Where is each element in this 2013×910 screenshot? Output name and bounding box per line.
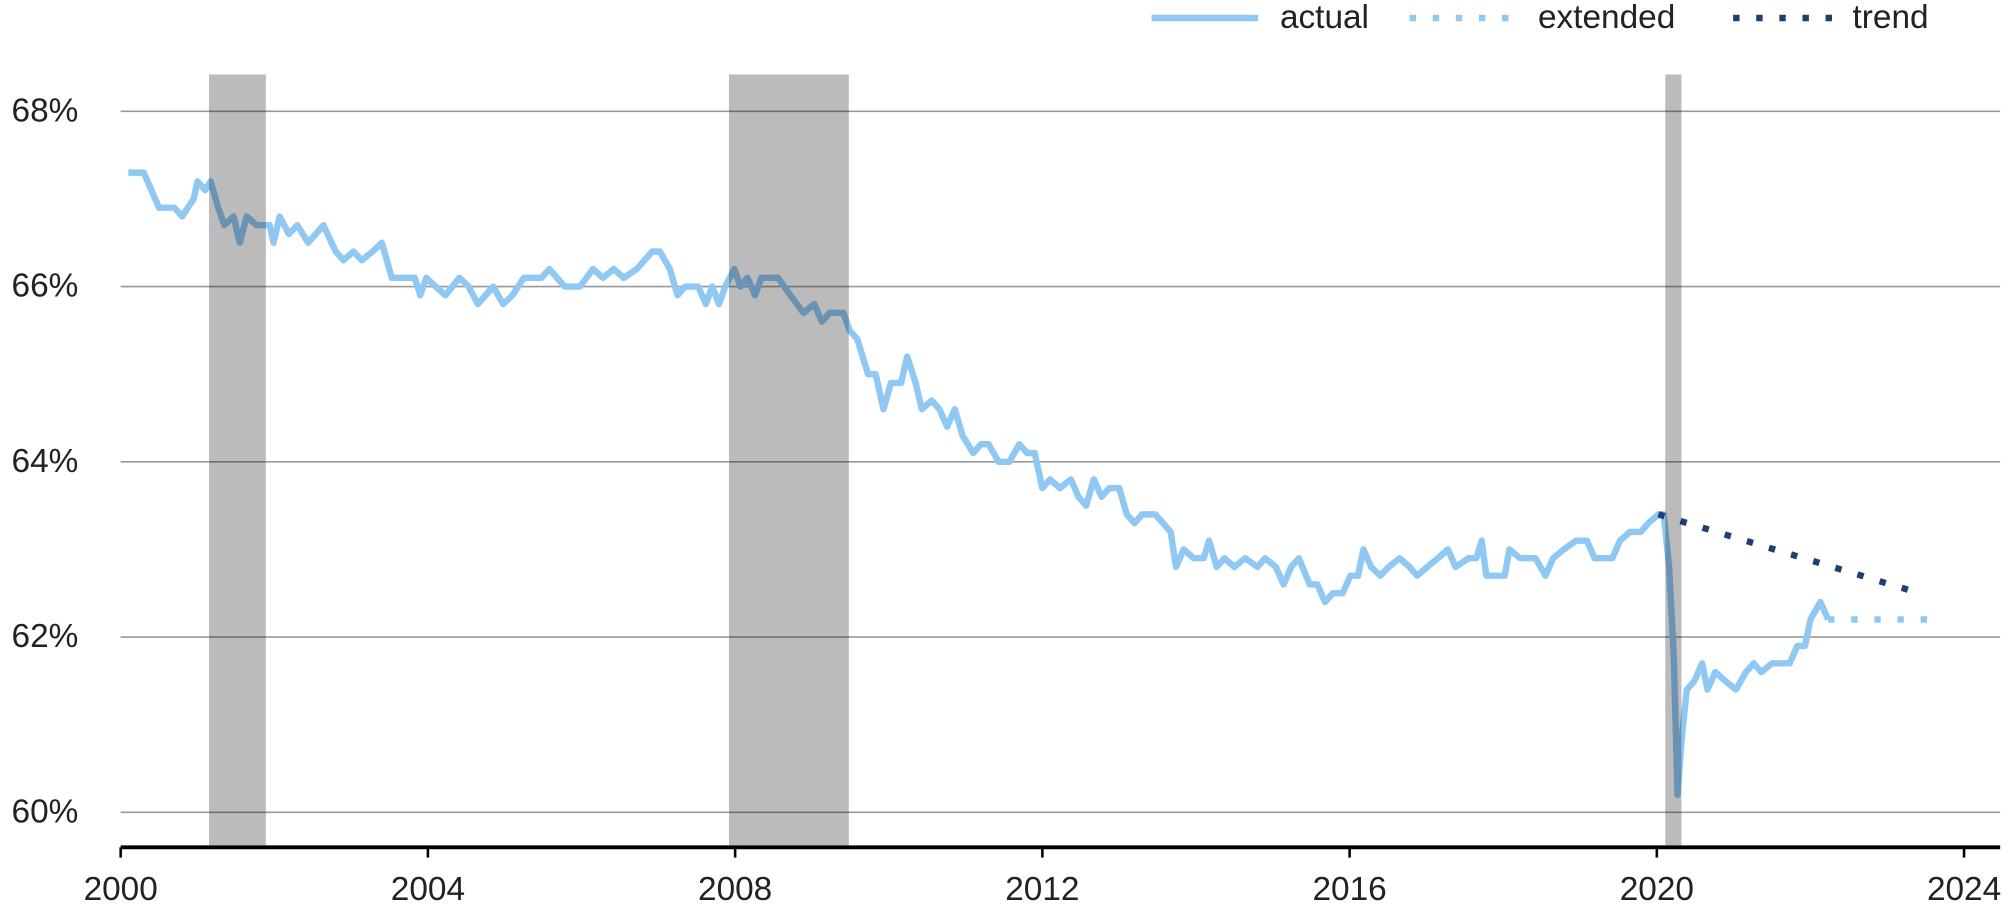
series-line bbox=[1657, 511, 1921, 597]
x-tick-label: 2016 bbox=[1312, 871, 1386, 908]
x-tick-label: 2024 bbox=[1927, 871, 2001, 908]
legend: actual extended trend bbox=[1151, 0, 1929, 36]
legend-label: trend bbox=[1853, 0, 1929, 36]
series-line bbox=[128, 169, 1832, 798]
y-tick-label: 64% bbox=[12, 443, 79, 480]
x-tick-label: 2000 bbox=[84, 871, 158, 908]
recession-band bbox=[1665, 74, 1682, 846]
legend-label: actual bbox=[1280, 0, 1369, 36]
y-tick-label: 62% bbox=[12, 618, 79, 655]
y-tick-label: 60% bbox=[12, 793, 79, 830]
x-tick-label: 2004 bbox=[391, 871, 465, 908]
recession-band bbox=[209, 74, 266, 846]
x-tick-label: 2008 bbox=[698, 871, 772, 908]
y-tick-label: 66% bbox=[12, 268, 79, 305]
x-tick-label: 2020 bbox=[1620, 871, 1694, 908]
legend-label: extended bbox=[1538, 0, 1675, 36]
recession-band bbox=[728, 74, 849, 846]
y-tick-label: 68% bbox=[12, 92, 79, 129]
x-tick-label: 2012 bbox=[1005, 871, 1079, 908]
